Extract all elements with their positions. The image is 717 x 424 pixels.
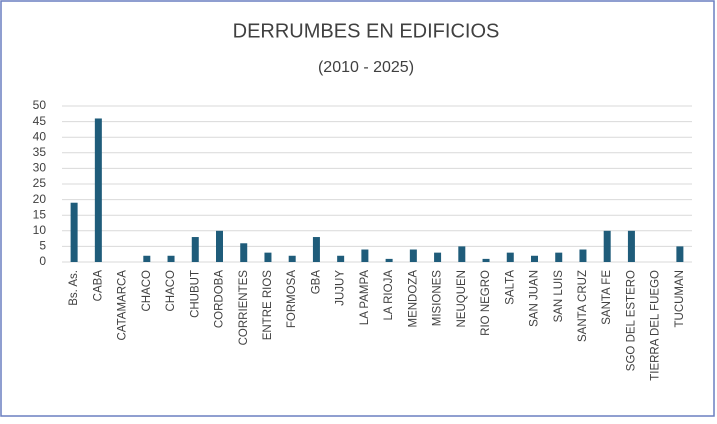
bar xyxy=(579,249,587,262)
x-tick-label: CORRIENTES xyxy=(238,270,250,346)
x-tick-label: SALTA xyxy=(504,270,516,305)
y-tick-label: 50 xyxy=(33,98,47,112)
x-tick-label: CHACO xyxy=(165,270,177,312)
bar xyxy=(94,118,102,262)
bar xyxy=(143,255,151,262)
x-tick-label: CHUBUT xyxy=(189,270,201,318)
x-tick-label: NEUQUEN xyxy=(456,270,468,328)
chart-title: DERRUMBES EN EDIFICIOS xyxy=(233,20,500,42)
x-tick-label: SANTA CRUZ xyxy=(577,270,589,342)
bar xyxy=(434,252,442,262)
x-tick-label: RIO NEGRO xyxy=(480,270,492,336)
bar xyxy=(627,230,635,262)
x-tick-label: SANTA FE xyxy=(601,270,613,325)
x-tick-label: SGO DEL ESTERO xyxy=(625,270,637,371)
bar xyxy=(288,255,296,262)
y-tick-label: 25 xyxy=(33,176,47,190)
y-tick-label: 10 xyxy=(33,223,47,237)
x-tick-label: LA RIOJA xyxy=(383,270,395,321)
x-tick-label: MENDOZA xyxy=(407,270,419,328)
x-tick-label: Bs. As. xyxy=(68,270,80,306)
x-tick-label: MISIONES xyxy=(432,270,444,327)
x-tick-label: TIERRA DEL FUEGO xyxy=(650,270,662,381)
x-tick-label: GBA xyxy=(310,270,322,295)
x-tick-label: TUCUMAN xyxy=(674,270,686,328)
bar xyxy=(676,246,684,262)
bar xyxy=(603,230,611,262)
x-tick-label: CATAMARCA xyxy=(117,270,129,341)
y-tick-label: 45 xyxy=(33,114,47,128)
bar xyxy=(240,243,248,262)
x-tick-label: CHACO xyxy=(141,270,153,312)
bar xyxy=(264,252,272,262)
y-tick-label: 5 xyxy=(39,239,46,253)
x-tick-label: SAN JUAN xyxy=(529,270,541,327)
bar xyxy=(458,246,466,262)
bar xyxy=(506,252,514,262)
x-tick-label: CORDOBA xyxy=(214,270,226,328)
y-tick-label: 15 xyxy=(33,207,47,221)
bar xyxy=(531,255,538,262)
bar xyxy=(191,237,199,262)
bar xyxy=(312,237,320,262)
x-tick-label: CABA xyxy=(92,270,104,302)
bar xyxy=(216,230,223,262)
x-tick-label: SAN LUIS xyxy=(553,270,565,323)
bar xyxy=(167,255,175,262)
y-tick-label: 35 xyxy=(33,145,47,159)
y-tick-label: 40 xyxy=(33,129,47,143)
bar xyxy=(337,255,345,262)
x-tick-label: JUJUY xyxy=(335,270,347,306)
x-tick-label: FORMOSA xyxy=(286,270,298,328)
bar xyxy=(385,258,393,262)
chart-subtitle: (2010 - 2025) xyxy=(318,59,414,76)
bar xyxy=(361,249,369,262)
y-tick-label: 0 xyxy=(39,254,46,268)
y-tick-label: 20 xyxy=(33,192,47,206)
bar xyxy=(409,249,417,262)
bar xyxy=(482,258,490,262)
y-tick-label: 30 xyxy=(33,161,47,175)
x-tick-label: ENTRE RIOS xyxy=(262,270,274,341)
x-tick-label: LA PAMPA xyxy=(359,270,371,326)
bar xyxy=(555,252,563,262)
bar xyxy=(70,202,78,262)
